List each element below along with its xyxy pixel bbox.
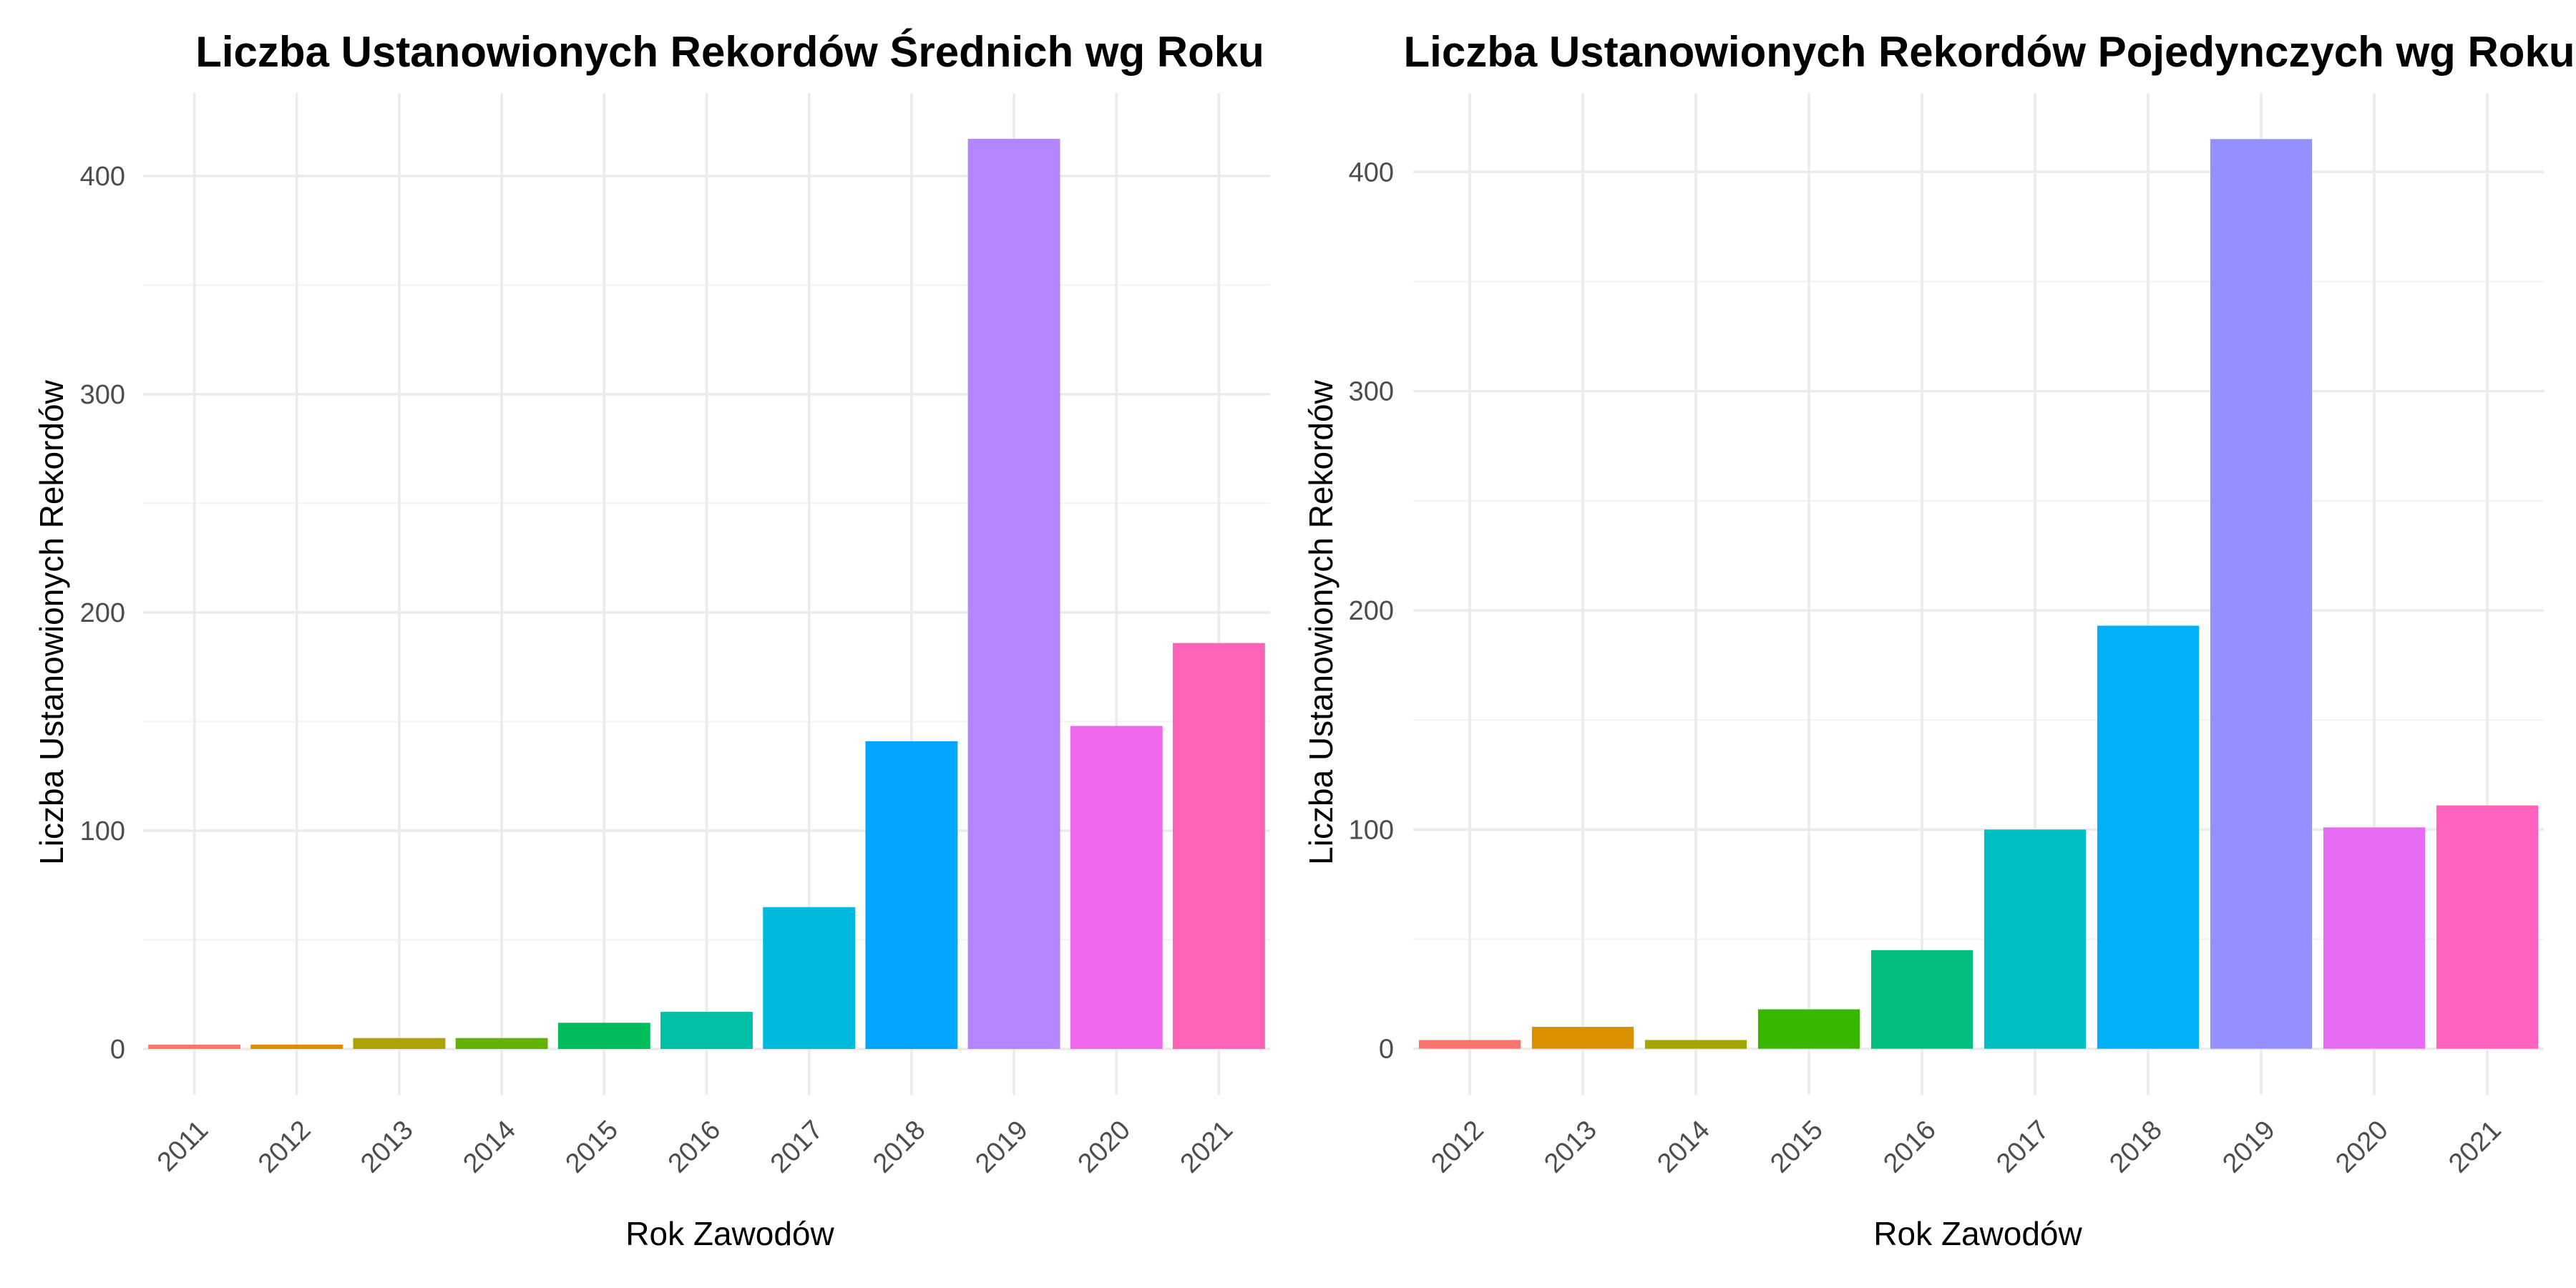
bar-2021 bbox=[2436, 805, 2539, 1049]
bar-2014 bbox=[1644, 1040, 1747, 1049]
bar-2020 bbox=[1070, 726, 1163, 1049]
y-tick-label: 0 bbox=[110, 1035, 125, 1065]
y-tick-label: 200 bbox=[80, 598, 125, 628]
x-tick-label: 2012 bbox=[253, 1115, 316, 1179]
x-tick-label: 2016 bbox=[1878, 1115, 1941, 1179]
x-tick-label: 2013 bbox=[355, 1115, 419, 1179]
x-tick-label: 2018 bbox=[2104, 1115, 2167, 1179]
x-tick-label: 2020 bbox=[1073, 1115, 1136, 1179]
x-tick-label: 2019 bbox=[970, 1115, 1033, 1179]
bar-2018 bbox=[2097, 625, 2200, 1049]
bar-2017 bbox=[763, 907, 856, 1049]
y-tick-label: 0 bbox=[1379, 1035, 1394, 1065]
x-tick-label: 2011 bbox=[152, 1115, 214, 1177]
chart-panel-singles: Liczba Ustanowionych Rekordów Pojedynczy… bbox=[1302, 28, 2575, 1252]
bar-2012 bbox=[250, 1044, 343, 1049]
x-tick-label: 2014 bbox=[457, 1115, 521, 1179]
plot-area: 0 100 200 300 400 2012 2013 2014 2015 2016 2017 201… bbox=[1349, 93, 2544, 1179]
bar-2014 bbox=[455, 1038, 548, 1049]
bar-2015 bbox=[557, 1023, 650, 1049]
y-tick-label: 200 bbox=[1349, 596, 1394, 626]
x-tick-label: 2021 bbox=[2443, 1115, 2507, 1179]
bar-2020 bbox=[2323, 827, 2426, 1049]
bar-2019 bbox=[2210, 139, 2313, 1049]
bar-2016 bbox=[660, 1012, 753, 1049]
y-tick-label: 100 bbox=[80, 816, 125, 847]
bar-2018 bbox=[865, 741, 958, 1049]
y-tick-label: 300 bbox=[1349, 377, 1394, 407]
x-axis-label: Rok Zawodów bbox=[1873, 1215, 2082, 1252]
y-tick-label: 300 bbox=[80, 380, 125, 410]
chart-title: Liczba Ustanowionych Rekordów Średnich w… bbox=[195, 28, 1264, 76]
x-tick-label: 2018 bbox=[867, 1115, 931, 1179]
y-axis-label: Liczba Ustanowionych Rekordów bbox=[33, 379, 70, 864]
x-tick-label: 2021 bbox=[1175, 1115, 1239, 1179]
y-tick-label: 400 bbox=[80, 162, 125, 192]
y-tick-label: 100 bbox=[1349, 815, 1394, 845]
x-tick-label: 2017 bbox=[1991, 1115, 2054, 1179]
bar-2013 bbox=[353, 1038, 446, 1049]
bar-2011 bbox=[148, 1044, 241, 1049]
chart-title: Liczba Ustanowionych Rekordów Pojedynczy… bbox=[1404, 28, 2575, 76]
bar-2021 bbox=[1172, 643, 1265, 1049]
x-tick-label: 2014 bbox=[1652, 1115, 1715, 1179]
bar-2016 bbox=[1870, 950, 1974, 1049]
y-tick-label: 400 bbox=[1349, 157, 1394, 187]
x-tick-label: 2012 bbox=[1425, 1115, 1489, 1179]
bar-2012 bbox=[1418, 1040, 1521, 1049]
x-tick-label: 2016 bbox=[663, 1115, 726, 1179]
x-tick-label: 2019 bbox=[2217, 1115, 2280, 1179]
plot-area: 0 100 200 300 400 2011 2012 2013 2014 2015 2016 201… bbox=[80, 93, 1270, 1179]
bar-2017 bbox=[1984, 829, 2087, 1049]
bar-2013 bbox=[1531, 1027, 1634, 1049]
x-axis-label: Rok Zawodów bbox=[625, 1215, 834, 1252]
bar-2019 bbox=[967, 139, 1060, 1049]
x-tick-label: 2015 bbox=[1765, 1115, 1828, 1179]
y-axis-label: Liczba Ustanowionych Rekordów bbox=[1302, 379, 1340, 864]
x-tick-label: 2015 bbox=[560, 1115, 624, 1179]
x-tick-label: 2017 bbox=[765, 1115, 829, 1179]
chart-panel-averages: Liczba Ustanowionych Rekordów Średnich w… bbox=[33, 28, 1270, 1252]
x-tick-label: 2013 bbox=[1538, 1115, 1602, 1179]
bar-2015 bbox=[1757, 1009, 1860, 1049]
x-tick-label: 2020 bbox=[2330, 1115, 2394, 1179]
